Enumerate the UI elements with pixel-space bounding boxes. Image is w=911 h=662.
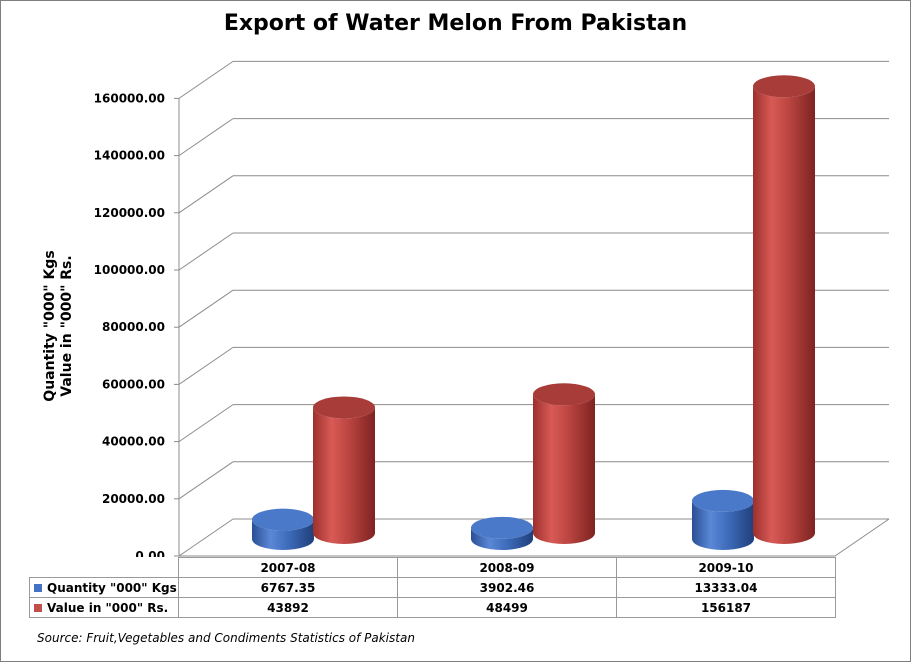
data-table-row-value: Value in "000" Rs. 43892 48499 156187	[29, 597, 836, 618]
bar-value-body	[313, 407, 375, 544]
bar-value-body	[753, 86, 815, 545]
y-tick-label: 60000.00	[102, 377, 165, 391]
bar-quantity	[252, 508, 314, 550]
plot-area: 0.00 20000.00 40000.00 60000.00 80000.00 1000…	[94, 60, 890, 557]
data-label: 6767.35	[178, 577, 398, 598]
y-tick-label: 80000.00	[102, 320, 165, 334]
legend-label-quantity: Quantity "000" Kgs	[47, 580, 177, 595]
category-label: 2007-08	[178, 557, 398, 578]
source-note: Source: Fruit,Vegetables and Condiments …	[37, 631, 415, 645]
bar-value	[753, 75, 815, 545]
data-label: 13333.04	[616, 577, 836, 598]
gridline	[178, 289, 234, 328]
y-tick-label: 40000.00	[102, 435, 165, 449]
gridline	[178, 232, 234, 271]
legend-swatch-value	[34, 603, 42, 612]
chart-title: Export of Water Melon From Pakistan	[223, 11, 688, 36]
bar-quantity-body	[252, 519, 314, 550]
y-tick-label: 160000.00	[94, 91, 165, 105]
floor-edge	[179, 518, 890, 557]
gridline	[178, 461, 234, 500]
y-tick-label: 140000.00	[94, 149, 165, 163]
category-label: 2008-09	[397, 557, 617, 578]
data-label: 43892	[178, 597, 398, 618]
data-table-header-row: 2007-08 2008-09 2009-10	[29, 557, 836, 578]
data-label: 3902.46	[397, 577, 617, 598]
gridline	[178, 60, 234, 99]
y-tick-label: 20000.00	[102, 492, 165, 506]
bar-quantity-top	[252, 508, 314, 531]
bar-quantity-body	[692, 500, 754, 550]
bar-quantity-body	[471, 527, 533, 550]
bar-value	[313, 396, 375, 544]
legend-swatch-quantity	[34, 583, 42, 592]
bar-value	[533, 383, 595, 544]
gridline	[178, 175, 234, 214]
data-label: 156187	[616, 597, 836, 618]
bar-quantity-top	[471, 516, 533, 539]
data-label: 48499	[397, 597, 617, 618]
category-label: 2009-10	[616, 557, 836, 578]
bar-value-top	[753, 75, 815, 98]
gridline	[178, 118, 234, 157]
bar-quantity-top	[692, 489, 754, 512]
y-tick-label: 100000.00	[94, 263, 165, 277]
bar-quantity	[471, 516, 533, 550]
data-table-row-quantity: Quantity "000" Kgs 6767.35 3902.46 13333…	[29, 577, 836, 598]
legend-label-value: Value in "000" Rs.	[47, 600, 169, 615]
gridline	[178, 404, 234, 443]
gridline	[178, 518, 234, 557]
bar-quantity	[692, 489, 754, 550]
bar-value-top	[313, 396, 375, 419]
bar-value-top	[533, 383, 595, 406]
data-table: 2007-08 2008-09 2009-10 Quantity "000" K…	[29, 557, 836, 618]
bar-value-body	[533, 394, 595, 544]
y-tick-label: 120000.00	[94, 206, 165, 220]
y-tick-label: 0.00	[135, 549, 165, 557]
gridline	[178, 346, 234, 385]
